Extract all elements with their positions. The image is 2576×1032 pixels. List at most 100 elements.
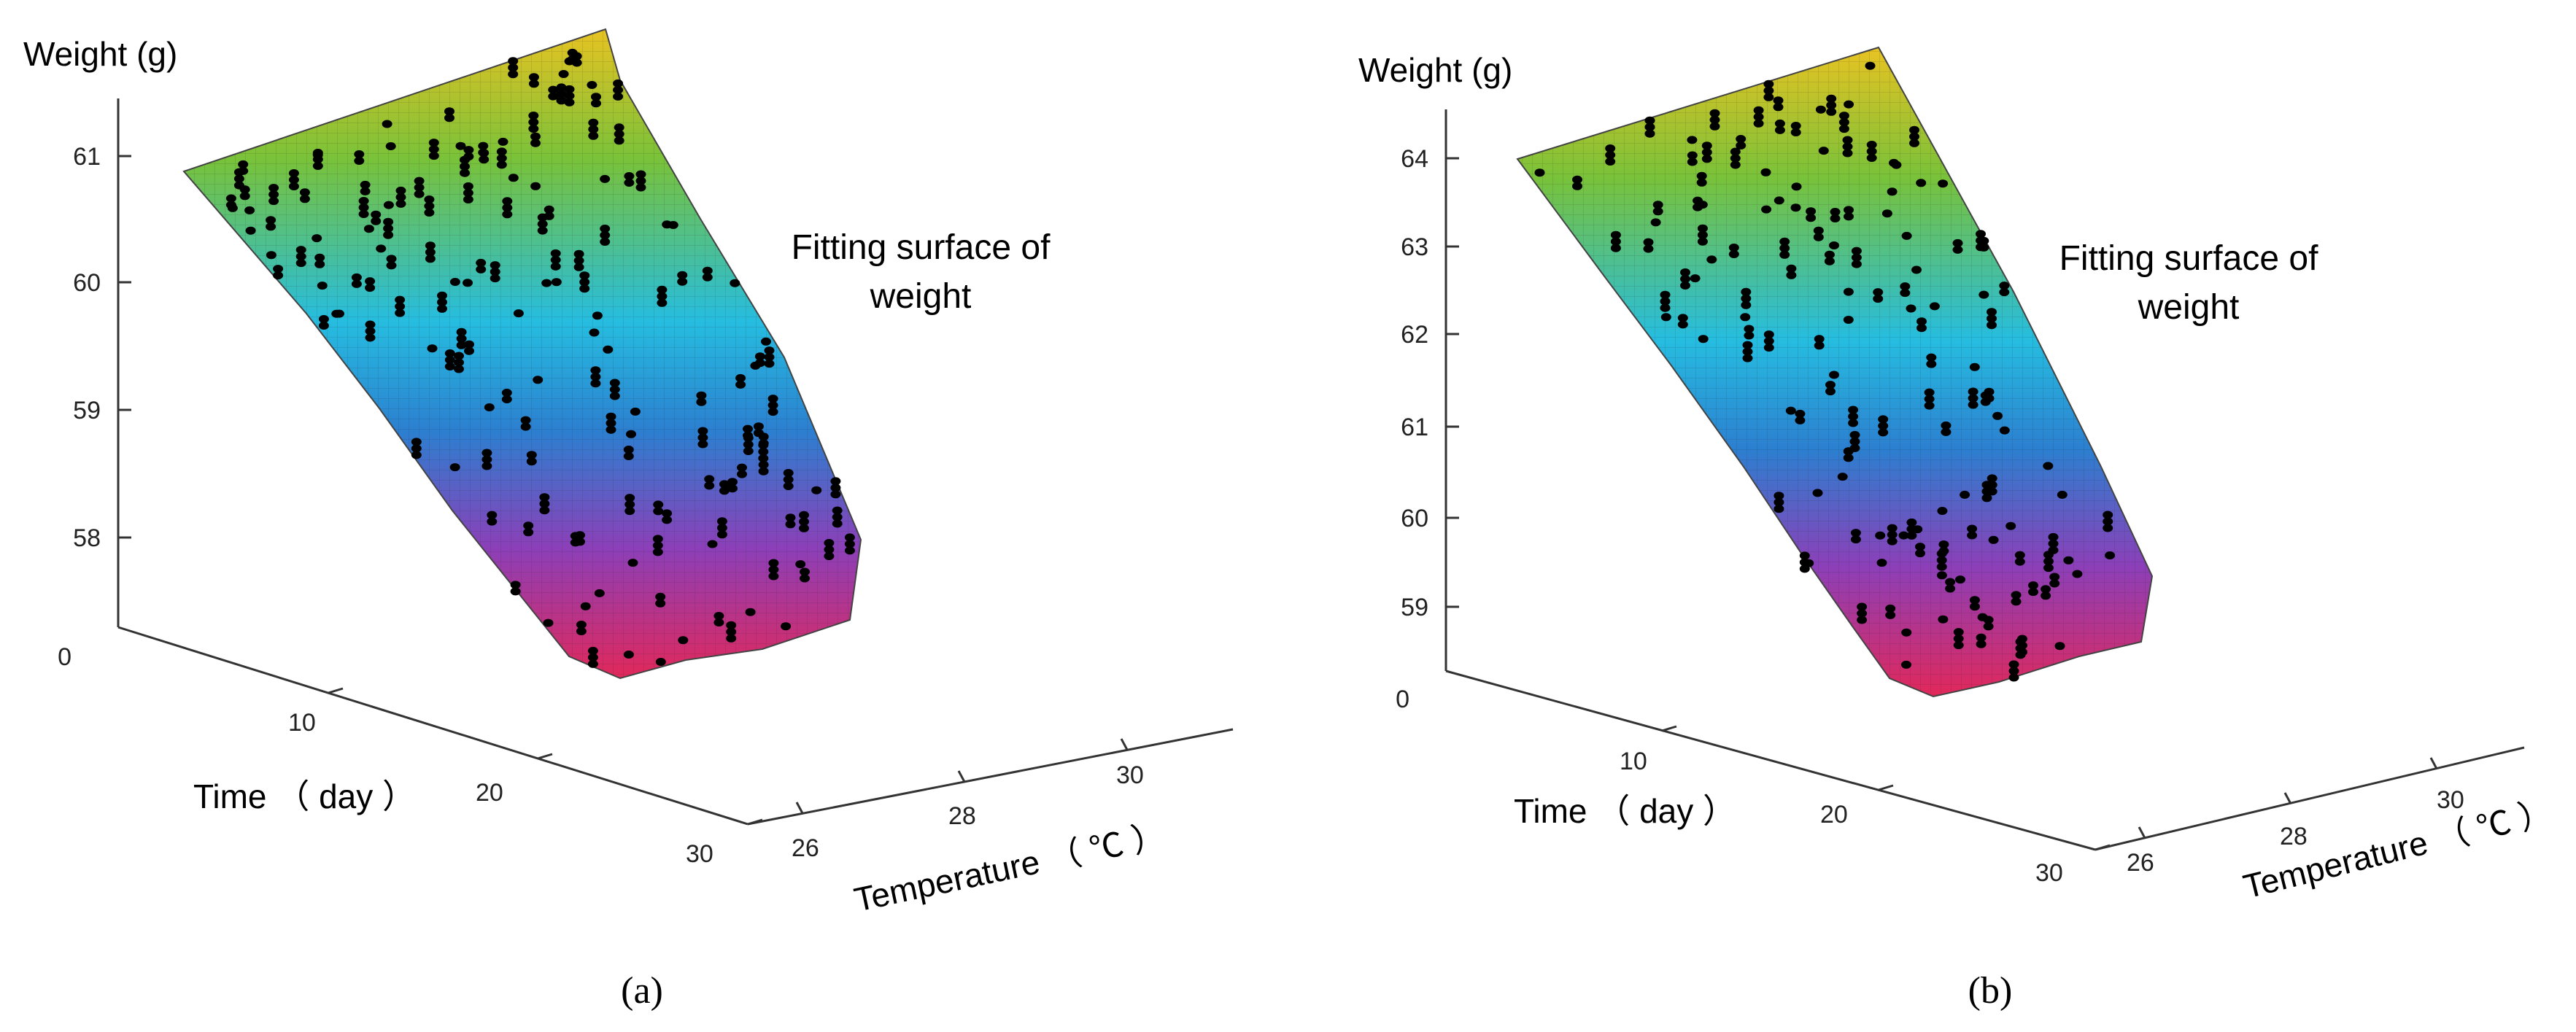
data-point bbox=[1901, 628, 1912, 637]
data-point bbox=[1774, 505, 1784, 513]
data-point bbox=[358, 210, 369, 218]
time-axis-b bbox=[1445, 670, 2096, 851]
data-point bbox=[1696, 171, 1707, 180]
data-point bbox=[590, 373, 601, 381]
data-point bbox=[623, 446, 634, 454]
temperature-tick-label: 30 bbox=[2437, 786, 2464, 814]
data-point bbox=[1741, 287, 1752, 296]
data-point bbox=[1887, 524, 1898, 532]
data-point bbox=[573, 263, 584, 271]
data-point bbox=[427, 344, 438, 353]
data-point bbox=[2049, 573, 2060, 581]
data-point bbox=[2049, 579, 2060, 588]
data-point bbox=[727, 484, 738, 493]
data-point bbox=[2043, 564, 2054, 573]
data-point bbox=[609, 379, 620, 387]
data-point bbox=[1660, 313, 1671, 322]
data-point bbox=[1849, 443, 1860, 452]
data-point bbox=[1851, 260, 1862, 268]
data-point bbox=[1851, 253, 1862, 262]
data-point bbox=[719, 480, 730, 489]
time-axis-a bbox=[117, 626, 749, 826]
data-point bbox=[1983, 622, 1994, 631]
data-point bbox=[496, 160, 507, 169]
data-point bbox=[1976, 640, 1987, 648]
data-point bbox=[501, 389, 512, 397]
data-point bbox=[1999, 426, 2010, 435]
data-point bbox=[678, 636, 689, 645]
data-point bbox=[1709, 109, 1720, 117]
data-point bbox=[1740, 313, 1751, 322]
data-point bbox=[490, 261, 500, 270]
data-point bbox=[830, 490, 841, 499]
data-point bbox=[588, 125, 599, 133]
data-point bbox=[758, 441, 769, 449]
data-point bbox=[1644, 116, 1655, 125]
data-point bbox=[713, 618, 724, 626]
data-point bbox=[239, 192, 250, 201]
data-point bbox=[1790, 122, 1801, 130]
data-point bbox=[1814, 341, 1825, 350]
data-point bbox=[1799, 551, 1810, 560]
data-point bbox=[1680, 268, 1690, 276]
data-point bbox=[1643, 244, 1654, 253]
data-point bbox=[2105, 551, 2116, 559]
data-point bbox=[768, 559, 779, 567]
data-point bbox=[464, 346, 474, 355]
data-point bbox=[463, 279, 473, 287]
data-point bbox=[1730, 154, 1741, 163]
data-point bbox=[454, 365, 464, 373]
data-point bbox=[1999, 282, 2010, 290]
data-point bbox=[1728, 250, 1739, 258]
data-point bbox=[1677, 320, 1688, 329]
data-point bbox=[624, 500, 635, 509]
data-point bbox=[548, 92, 559, 101]
data-point bbox=[1650, 218, 1661, 227]
data-point bbox=[2103, 511, 2113, 519]
data-point bbox=[590, 379, 601, 388]
data-point bbox=[548, 85, 559, 94]
data-point bbox=[600, 231, 611, 239]
data-point bbox=[655, 599, 666, 608]
data-point bbox=[268, 197, 279, 206]
data-point bbox=[754, 359, 765, 368]
data-point bbox=[299, 188, 310, 197]
data-point bbox=[1967, 524, 1978, 533]
data-point bbox=[312, 155, 323, 163]
time-tick-mark bbox=[328, 687, 344, 694]
data-point bbox=[606, 425, 616, 434]
data-point bbox=[1850, 529, 1861, 538]
data-point bbox=[463, 182, 473, 190]
data-point bbox=[2028, 588, 2038, 597]
time-tick-mark bbox=[1661, 725, 1677, 732]
data-point bbox=[395, 186, 406, 195]
data-point bbox=[1878, 415, 1889, 424]
data-point bbox=[1806, 207, 1817, 216]
data-point bbox=[1660, 290, 1671, 299]
data-point bbox=[606, 419, 616, 427]
data-point bbox=[1610, 237, 1621, 246]
data-point bbox=[1785, 406, 1796, 415]
data-point bbox=[1981, 494, 1992, 503]
data-point bbox=[1774, 492, 1784, 500]
data-point bbox=[2014, 557, 2025, 566]
data-point bbox=[1926, 360, 1937, 368]
data-point bbox=[414, 190, 425, 198]
data-point bbox=[383, 201, 394, 209]
data-point bbox=[652, 541, 663, 550]
data-point bbox=[358, 203, 369, 212]
data-point bbox=[588, 131, 599, 140]
data-point bbox=[1842, 149, 1853, 158]
data-point bbox=[1924, 401, 1935, 410]
data-point bbox=[743, 447, 754, 455]
data-point bbox=[758, 460, 769, 469]
data-point bbox=[437, 291, 447, 300]
data-point bbox=[539, 500, 550, 508]
data-point bbox=[2072, 570, 2083, 578]
data-point bbox=[2063, 556, 2074, 565]
data-point bbox=[2008, 660, 2019, 669]
data-point bbox=[1795, 416, 1806, 424]
temperature-axis-b bbox=[2095, 746, 2525, 851]
data-point bbox=[1680, 275, 1690, 283]
data-point bbox=[523, 528, 534, 537]
